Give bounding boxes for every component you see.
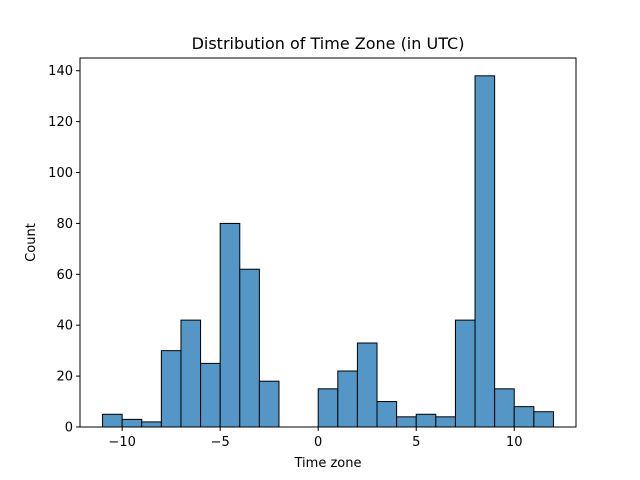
histogram-bar xyxy=(141,421,162,428)
y-tick-label: 80 xyxy=(56,217,73,232)
y-tick-label: 40 xyxy=(56,319,73,334)
x-axis-label: Time zone xyxy=(294,456,362,471)
y-tick-label: 120 xyxy=(48,115,73,130)
histogram-bar xyxy=(533,411,554,428)
histogram-bar xyxy=(454,319,476,428)
histogram-bar xyxy=(160,350,182,428)
histogram-bar xyxy=(258,380,280,428)
bars-group xyxy=(102,75,554,428)
histogram-bar xyxy=(180,319,202,428)
histogram-bar xyxy=(239,268,260,428)
histogram-bar xyxy=(396,416,417,428)
plot-frame xyxy=(79,57,577,428)
histogram-bar xyxy=(356,342,378,428)
x-tick-label: 0 xyxy=(314,435,322,450)
histogram-bar xyxy=(494,388,515,428)
x-tick-label: −10 xyxy=(108,435,135,450)
y-axis-ticks: 0 20 40 60 80 100 120 140 xyxy=(48,64,80,436)
x-tick-label: 5 xyxy=(412,435,420,450)
x-tick-label: 10 xyxy=(506,435,523,450)
histogram-bar xyxy=(435,416,456,428)
y-tick-label: 100 xyxy=(48,166,73,181)
y-tick-label: 0 xyxy=(65,421,73,436)
histogram-bar xyxy=(121,418,143,428)
histogram-bar xyxy=(376,401,398,428)
histogram-bar xyxy=(337,370,358,428)
chart-title: Distribution of Time Zone (in UTC) xyxy=(192,34,465,53)
x-tick-label: −5 xyxy=(211,435,230,450)
histogram-bar xyxy=(513,406,535,428)
histogram-bar xyxy=(102,413,123,428)
histogram-bar xyxy=(317,388,339,428)
histogram-bar xyxy=(219,222,241,428)
y-axis-label: Count xyxy=(24,223,39,262)
y-tick-label: 60 xyxy=(56,268,73,283)
histogram-bar xyxy=(474,75,496,428)
histogram-bar xyxy=(415,413,437,428)
histogram-bar xyxy=(200,362,221,428)
y-tick-label: 20 xyxy=(56,370,73,385)
x-axis-ticks: −10 −5 0 5 10 xyxy=(108,427,523,450)
y-tick-label: 140 xyxy=(48,64,73,79)
